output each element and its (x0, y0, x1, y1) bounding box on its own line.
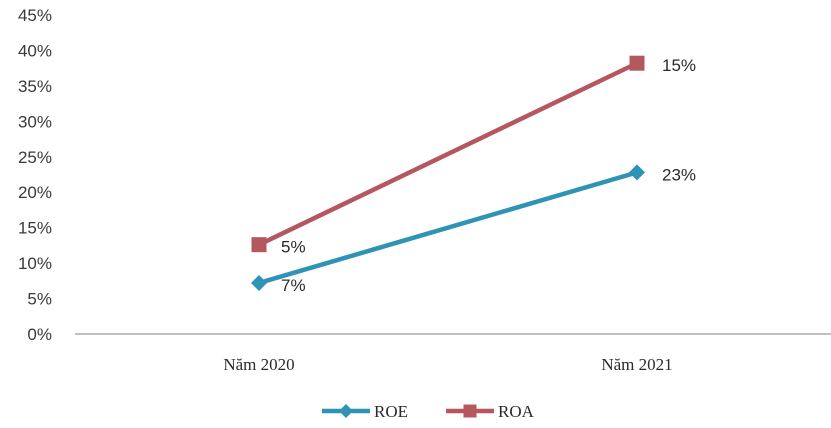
y-tick-label: 30% (18, 112, 52, 131)
y-tick-label: 0% (27, 325, 52, 344)
legend: ROE ROA (322, 402, 535, 421)
data-label-roa: 15% (662, 56, 696, 75)
legend-label-roa: ROA (498, 402, 535, 421)
y-tick-label: 5% (27, 290, 52, 309)
data-point-roa (251, 237, 267, 253)
data-label-roe: 7% (281, 276, 306, 295)
x-tick-label: Năm 2021 (601, 355, 672, 374)
legend-marker-roe (339, 404, 353, 418)
data-label-roa: 5% (281, 238, 306, 257)
y-tick-label: 35% (18, 77, 52, 96)
y-tick-label: 10% (18, 254, 52, 273)
data-point-roe (629, 164, 645, 181)
legend-label-roe: ROE (374, 402, 408, 421)
x-axis: Năm 2020 Năm 2021 (223, 355, 672, 374)
data-point-roa (629, 55, 645, 71)
y-tick-label: 15% (18, 219, 52, 238)
series-line-roa (258, 61, 638, 247)
y-axis: 0% 5% 10% 15% 20% 25% 30% 35% 40% 45% (18, 6, 52, 344)
y-tick-label: 20% (18, 183, 52, 202)
series-line-roe (258, 170, 638, 286)
y-tick-label: 25% (18, 148, 52, 167)
y-tick-label: 40% (18, 41, 52, 60)
series-group: 7% 23% 5% 15% (251, 55, 696, 295)
data-point-roe (251, 274, 267, 291)
data-label-roe: 23% (662, 165, 696, 184)
x-tick-label: Năm 2020 (223, 355, 294, 374)
legend-marker-roa (463, 404, 477, 418)
y-tick-label: 45% (18, 6, 52, 25)
